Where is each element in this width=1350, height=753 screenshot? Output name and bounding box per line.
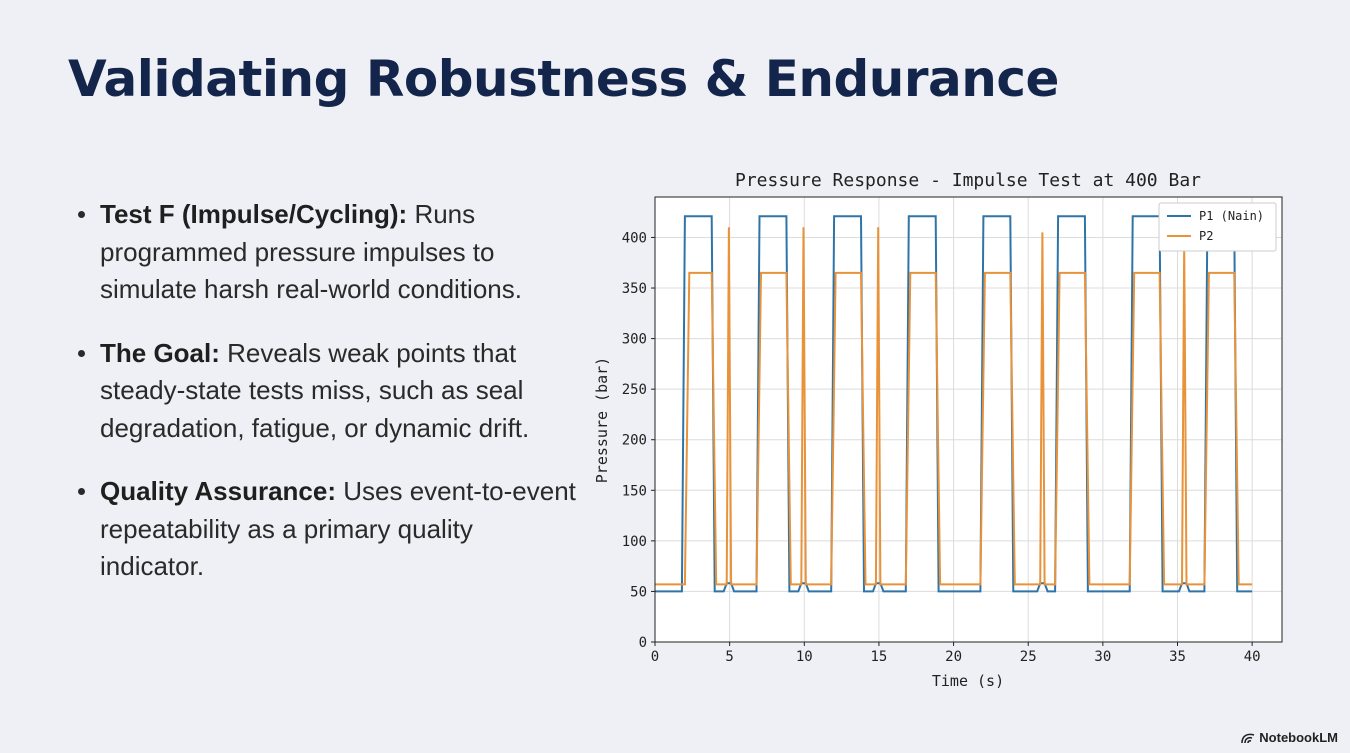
chart-series xyxy=(655,215,1253,593)
y-tick-label: 250 xyxy=(622,382,647,398)
y-tick-label: 0 xyxy=(639,635,647,651)
bullet-heading: The Goal: xyxy=(100,337,220,368)
y-tick-label: 150 xyxy=(622,483,647,499)
bullet-heading: Test F (Impulse/Cycling): xyxy=(100,199,408,229)
slide-title: Validating Robustness & Endurance xyxy=(68,50,1059,108)
x-tick-label: 0 xyxy=(651,649,659,665)
brand-name: NotebookLM xyxy=(1259,730,1338,745)
x-tick-label: 20 xyxy=(945,649,962,665)
y-tick-label: 100 xyxy=(622,534,647,550)
x-tick-label: 30 xyxy=(1094,649,1111,665)
chart-title: Pressure Response - Impulse Test at 400 … xyxy=(735,170,1201,191)
chart-legend: P1 (Nain) P2 xyxy=(1158,202,1277,252)
bullet-quality: Quality Assurance: Uses event-to-event r… xyxy=(78,473,578,586)
bullet-test-f: Test F (Impulse/Cycling): Runs programme… xyxy=(78,196,578,309)
chart-grid xyxy=(654,197,1282,643)
bullet-heading: Quality Assurance: xyxy=(100,476,337,506)
bullet-text: Uses event-to-event repeatability as a p… xyxy=(100,476,576,581)
y-tick-label: 50 xyxy=(630,584,647,600)
series-line-1 xyxy=(655,215,1253,593)
plot-frame xyxy=(654,196,1283,643)
legend-label: P2 xyxy=(1199,229,1213,243)
brand-mark: NotebookLM xyxy=(1241,730,1338,745)
plot-background xyxy=(655,197,1282,642)
bullet-text: Runs programmed pressure impulses to sim… xyxy=(100,199,522,304)
x-tick-label: 40 xyxy=(1244,649,1261,665)
x-tick-label: 5 xyxy=(725,649,733,665)
pressure-chart: Pressure Response - Impulse Test at 400 … xyxy=(593,170,1283,690)
y-tick-label: 300 xyxy=(622,332,647,348)
y-tick-label: 350 xyxy=(622,281,647,297)
x-tick-label: 15 xyxy=(870,649,887,665)
series-line-2 xyxy=(655,227,1253,586)
y-tick-label: 200 xyxy=(622,433,647,449)
y-axis-label: Pressure (bar) xyxy=(593,357,611,483)
bullet-goal: The Goal: Reveals weak points that stead… xyxy=(78,335,578,448)
x-tick-label: 10 xyxy=(796,649,813,665)
notebooklm-logo-icon xyxy=(1241,733,1255,743)
y-tick-label: 400 xyxy=(622,230,647,246)
legend-label: P1 (Nain) xyxy=(1199,209,1264,223)
x-axis-label: Time (s) xyxy=(932,672,1004,690)
x-tick-label: 25 xyxy=(1020,649,1037,665)
x-tick-label: 35 xyxy=(1169,649,1186,665)
bullet-list: Test F (Impulse/Cycling): Runs programme… xyxy=(78,196,578,612)
bullet-text: Reveals weak points that steady-state te… xyxy=(100,337,530,443)
